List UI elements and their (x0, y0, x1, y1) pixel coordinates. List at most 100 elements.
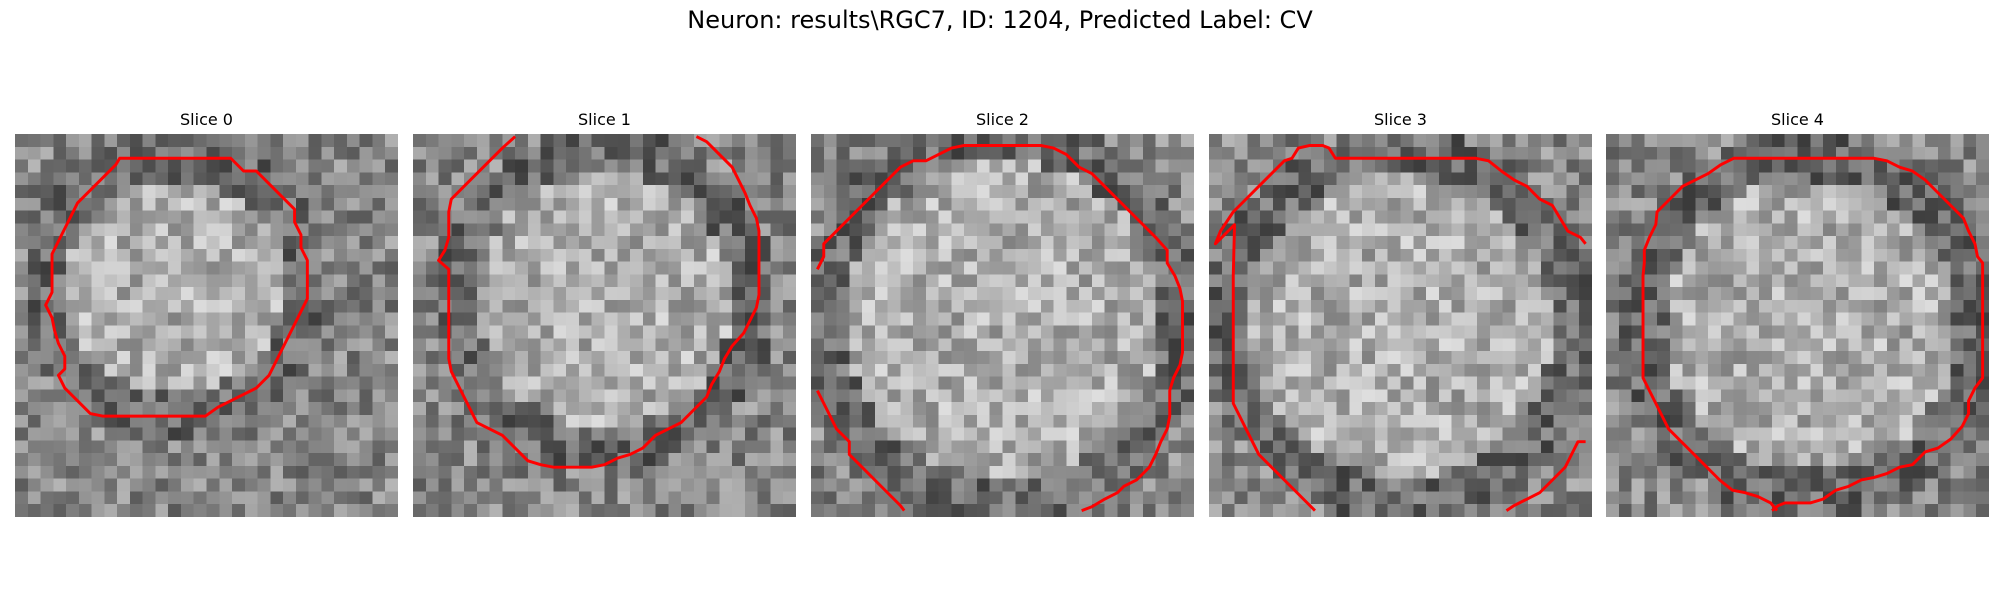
image-pixel (1079, 338, 1093, 352)
image-pixel (359, 478, 373, 492)
image-pixel (527, 338, 541, 352)
image-pixel (553, 414, 567, 428)
image-pixel (1631, 274, 1645, 288)
image-pixel (1477, 236, 1491, 250)
image-pixel (206, 440, 220, 454)
image-pixel (1117, 312, 1131, 326)
image-pixel (193, 287, 207, 301)
image-pixel (887, 210, 901, 224)
image-pixel (566, 402, 580, 416)
image-pixel (1771, 287, 1785, 301)
image-pixel (257, 414, 271, 428)
image-pixel (836, 440, 850, 454)
image-pixel (1015, 146, 1029, 160)
image-pixel (1644, 440, 1658, 454)
image-pixel (1413, 248, 1427, 262)
image-pixel (1797, 389, 1811, 403)
image-pixel (40, 402, 54, 416)
image-pixel (1540, 274, 1554, 288)
image-pixel (1091, 427, 1105, 441)
image-pixel (1606, 261, 1620, 275)
image-pixel (66, 312, 80, 326)
image-pixel (849, 325, 863, 339)
image-pixel (308, 236, 322, 250)
image-pixel (1644, 146, 1658, 160)
image-pixel (372, 402, 386, 416)
image-pixel (27, 223, 41, 237)
image-pixel (1937, 351, 1951, 365)
image-pixel (1464, 414, 1478, 428)
image-pixel (308, 402, 322, 416)
image-pixel (1515, 299, 1529, 313)
image-pixel (15, 236, 29, 250)
image-pixel (1234, 376, 1248, 390)
image-pixel (719, 261, 733, 275)
image-pixel (989, 414, 1003, 428)
image-pixel (1925, 159, 1939, 173)
image-pixel (1899, 376, 1913, 390)
image-pixel (1579, 440, 1592, 454)
image-pixel (823, 248, 837, 262)
image-pixel (1336, 363, 1350, 377)
image-pixel (40, 414, 54, 428)
image-pixel (770, 159, 784, 173)
image-pixel (78, 248, 92, 262)
image-pixel (104, 172, 118, 186)
image-pixel (617, 465, 631, 479)
image-pixel (1438, 134, 1452, 148)
image-pixel (1438, 236, 1452, 250)
image-pixel (1553, 172, 1567, 186)
image-pixel (744, 134, 758, 148)
image-pixel (1028, 172, 1042, 186)
image-pixel (334, 274, 348, 288)
image-pixel (1669, 223, 1683, 237)
image-pixel (1260, 414, 1274, 428)
image-pixel (359, 338, 373, 352)
image-pixel (295, 376, 309, 390)
image-pixel (719, 134, 733, 148)
image-pixel (1260, 376, 1274, 390)
image-pixel (1285, 274, 1299, 288)
image-pixel (1937, 414, 1951, 428)
image-pixel (257, 134, 271, 148)
image-pixel (1963, 134, 1977, 148)
image-pixel (142, 159, 156, 173)
image-pixel (925, 223, 939, 237)
image-pixel (489, 478, 503, 492)
image-pixel (1528, 185, 1542, 199)
image-pixel (1426, 312, 1440, 326)
image-pixel (168, 491, 182, 505)
image-pixel (1912, 185, 1926, 199)
image-pixel (1899, 478, 1913, 492)
image-pixel (1117, 287, 1131, 301)
image-pixel (1759, 299, 1773, 313)
image-pixel (1963, 172, 1977, 186)
image-pixel (1797, 504, 1811, 517)
image-pixel (1477, 351, 1491, 365)
image-pixel (1925, 312, 1939, 326)
image-pixel (155, 465, 169, 479)
image-pixel (1937, 312, 1951, 326)
image-pixel (1221, 338, 1235, 352)
image-pixel (129, 197, 143, 211)
image-pixel (321, 363, 335, 377)
image-pixel (1553, 414, 1567, 428)
image-pixel (1117, 159, 1131, 173)
image-pixel (976, 478, 990, 492)
image-pixel (1451, 248, 1465, 262)
image-pixel (1606, 325, 1620, 339)
image-pixel (887, 248, 901, 262)
image-pixel (1234, 134, 1248, 148)
image-pixel (53, 185, 67, 199)
image-pixel (1733, 363, 1747, 377)
image-pixel (1387, 376, 1401, 390)
image-pixel (1708, 325, 1722, 339)
image-pixel (1810, 185, 1824, 199)
image-pixel (1784, 274, 1798, 288)
image-pixel (219, 363, 233, 377)
image-pixel (566, 159, 580, 173)
image-pixel (1899, 491, 1913, 505)
image-pixel (964, 465, 978, 479)
image-pixel (515, 376, 529, 390)
image-pixel (425, 261, 439, 275)
